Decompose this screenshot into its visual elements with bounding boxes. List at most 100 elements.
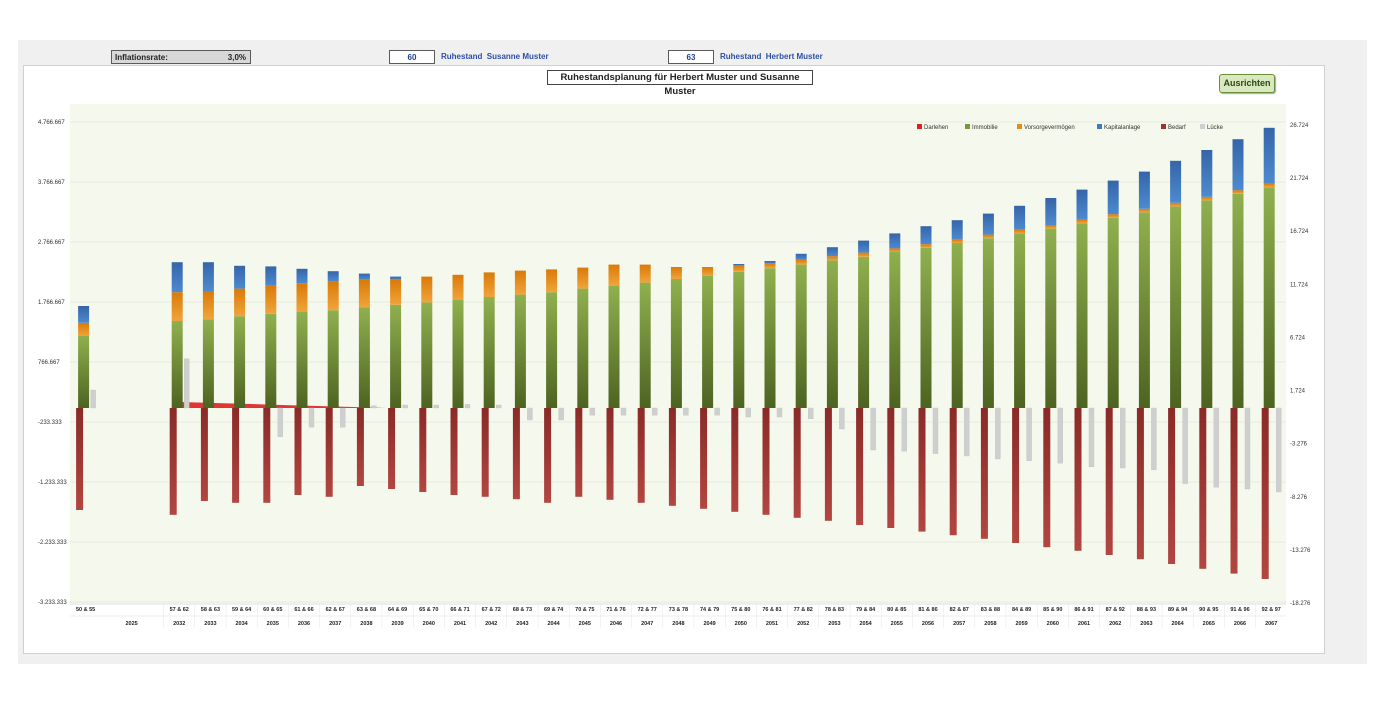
luecke-bar: [1026, 407, 1032, 461]
immobilie-bar: [514, 294, 526, 409]
y-right-tick-label: 1.724: [1290, 389, 1306, 395]
bedarf-bar: [824, 408, 832, 521]
x-age-label: 58 & 63: [201, 607, 220, 613]
vorsorge-bar: [358, 279, 370, 308]
retirement-age-susanne-input[interactable]: 60: [389, 50, 435, 64]
y-left-tick-label: -1.233.333: [38, 480, 67, 486]
vorsorge-bar: [764, 263, 776, 269]
immobilie-bar: [546, 292, 558, 409]
y-right-tick-label: 6.724: [1290, 335, 1306, 341]
retirement-age-herbert-input[interactable]: 63: [668, 50, 714, 64]
x-age-label: 81 & 86: [918, 607, 937, 613]
x-age-label: 59 & 64: [232, 607, 252, 613]
luecke-bar: [1120, 407, 1126, 469]
kapitalanlage-bar: [202, 262, 214, 292]
kapitalanlage-bar: [1170, 160, 1182, 203]
bedarf-bar: [450, 408, 458, 496]
x-year-label: 2040: [423, 621, 435, 627]
kapitalanlage-bar: [982, 213, 994, 235]
x-age-label: 89 & 94: [1168, 607, 1188, 613]
y-left-tick-label: -3.233.333: [38, 600, 67, 606]
luecke-bar: [620, 407, 627, 416]
bedarf-bar: [668, 408, 676, 506]
immobilie-bar: [483, 297, 495, 408]
x-age-label: 67 & 72: [482, 607, 501, 613]
y-right-tick-label: 16.724: [1290, 229, 1309, 235]
kapitalanlage-bar: [358, 273, 370, 280]
immobilie-bar: [452, 300, 464, 408]
x-age-label: 71 & 76: [606, 607, 625, 613]
kapitalanlage-bar: [1045, 198, 1057, 226]
immobilie-bar: [1170, 206, 1182, 409]
bedarf-bar: [1012, 408, 1020, 543]
kapitalanlage-bar: [234, 265, 246, 289]
retirement-label-susanne: Ruhestand Susanne Muster: [441, 52, 549, 61]
vorsorge-bar: [78, 322, 90, 337]
chart-area: 4.766.667 3.766.667 2.766.667 1.766.667 766.…: [23, 65, 1325, 654]
bedarf-bar: [325, 408, 333, 497]
x-age-label: 50 & 55: [76, 607, 95, 613]
y-right-tick-label: 11.724: [1290, 282, 1309, 288]
immobilie-bar: [1263, 187, 1275, 409]
vorsorge-bar: [421, 276, 433, 303]
luecke-bar: [308, 407, 315, 428]
luecke-bar: [1182, 407, 1188, 484]
inflation-rate-field[interactable]: Inflationsrate: 3,0%: [111, 50, 251, 64]
x-year-label: 2046: [610, 621, 622, 627]
vorsorge-bar: [483, 272, 495, 298]
vorsorge-bar: [327, 281, 339, 311]
bedarf-bar: [263, 408, 271, 503]
vorsorge-bar: [514, 270, 526, 295]
luecke-bar: [839, 407, 845, 430]
x-age-label: 80 & 85: [887, 607, 906, 613]
luecke-bar: [496, 404, 502, 409]
x-year-label: 2042: [485, 621, 497, 627]
immobilie-bar: [858, 256, 870, 408]
luecke-bar: [184, 358, 190, 409]
bedarf-bar: [76, 408, 84, 511]
luecke-bar: [277, 407, 283, 437]
immobilie-bar: [202, 319, 214, 409]
bedarf-bar: [169, 408, 177, 515]
x-age-label: 72 & 77: [638, 607, 657, 613]
vorsorge-bar: [920, 244, 932, 248]
x-age-label: 68 & 73: [513, 607, 532, 613]
luecke-bar: [776, 407, 783, 418]
vorsorge-bar: [1170, 202, 1182, 207]
legend-swatch: [1017, 124, 1022, 129]
kapitalanlage-bar: [171, 262, 183, 293]
immobilie-bar: [951, 243, 963, 408]
vorsorge-bar: [826, 256, 838, 261]
legend-swatch: [917, 124, 922, 129]
immobilie-bar: [1107, 217, 1119, 408]
y-left-tick-label: 2.766.667: [38, 240, 65, 246]
x-age-label: 62 & 67: [326, 607, 345, 613]
inflation-rate-label: Inflationsrate:: [115, 53, 168, 62]
immobilie-bar: [421, 302, 433, 409]
kapitalanlage-bar: [1014, 205, 1026, 230]
legend-label: Bedarf: [1168, 125, 1186, 131]
luecke-bar: [1151, 407, 1157, 470]
worksheet: Inflationsrate: 3,0% 60 Ruhestand Susann…: [18, 40, 1367, 664]
x-year-label: 2036: [298, 621, 310, 627]
luecke-bar: [402, 404, 408, 409]
immobilie-bar: [1138, 212, 1150, 409]
x-age-label: 87 & 92: [1106, 607, 1125, 613]
bedarf-bar: [388, 408, 396, 490]
immobilie-bar: [826, 260, 838, 409]
luecke-bar: [995, 407, 1001, 460]
vorsorge-bar: [1232, 190, 1244, 194]
x-age-label: 88 & 93: [1137, 607, 1156, 613]
x-year-label: 2051: [766, 621, 778, 627]
vorsorge-bar: [951, 239, 963, 244]
x-year-label: 2045: [579, 621, 591, 627]
bedarf-bar: [731, 408, 739, 512]
parameter-bar: Inflationsrate: 3,0% 60 Ruhestand Susann…: [18, 40, 1367, 64]
x-age-label: 75 & 80: [731, 607, 750, 613]
vorsorge-bar: [1014, 229, 1026, 234]
kapitalanlage-bar: [1201, 150, 1213, 197]
x-year-label: 2063: [1140, 621, 1152, 627]
vorsorge-bar: [234, 288, 246, 317]
align-button[interactable]: Ausrichten: [1219, 74, 1275, 93]
x-age-label: 70 & 75: [575, 607, 594, 613]
